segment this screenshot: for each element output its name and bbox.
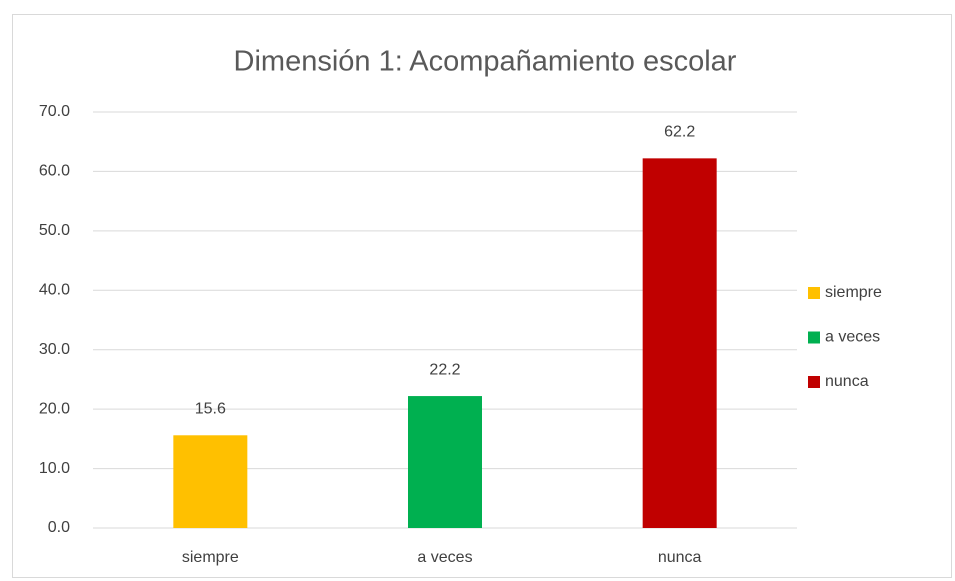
legend-label: nunca (825, 373, 869, 390)
data-label: 15.6 (195, 401, 226, 418)
legend-swatch (808, 376, 820, 388)
y-tick-label: 0.0 (48, 519, 70, 536)
bar (642, 158, 717, 528)
legend-swatch (808, 287, 820, 299)
data-label: 22.2 (429, 361, 460, 378)
legend-label: a veces (825, 329, 880, 346)
y-tick-label: 40.0 (39, 282, 70, 299)
x-tick-label: nunca (658, 549, 702, 566)
y-tick-label: 60.0 (39, 163, 70, 180)
y-tick-label: 20.0 (39, 400, 70, 417)
legend-label: siempre (825, 284, 882, 301)
chart-title: Dimensión 1: Acompañamiento escolar (234, 46, 737, 78)
data-label: 62.2 (664, 124, 695, 141)
x-tick-label: siempre (182, 549, 239, 566)
y-tick-label: 70.0 (39, 103, 70, 120)
x-tick-label: a veces (417, 549, 472, 566)
y-tick-label: 10.0 (39, 460, 70, 477)
y-tick-label: 50.0 (39, 222, 70, 239)
bar (173, 435, 248, 528)
legend-swatch (808, 331, 820, 344)
y-tick-label: 30.0 (39, 341, 70, 358)
bar (408, 396, 482, 528)
